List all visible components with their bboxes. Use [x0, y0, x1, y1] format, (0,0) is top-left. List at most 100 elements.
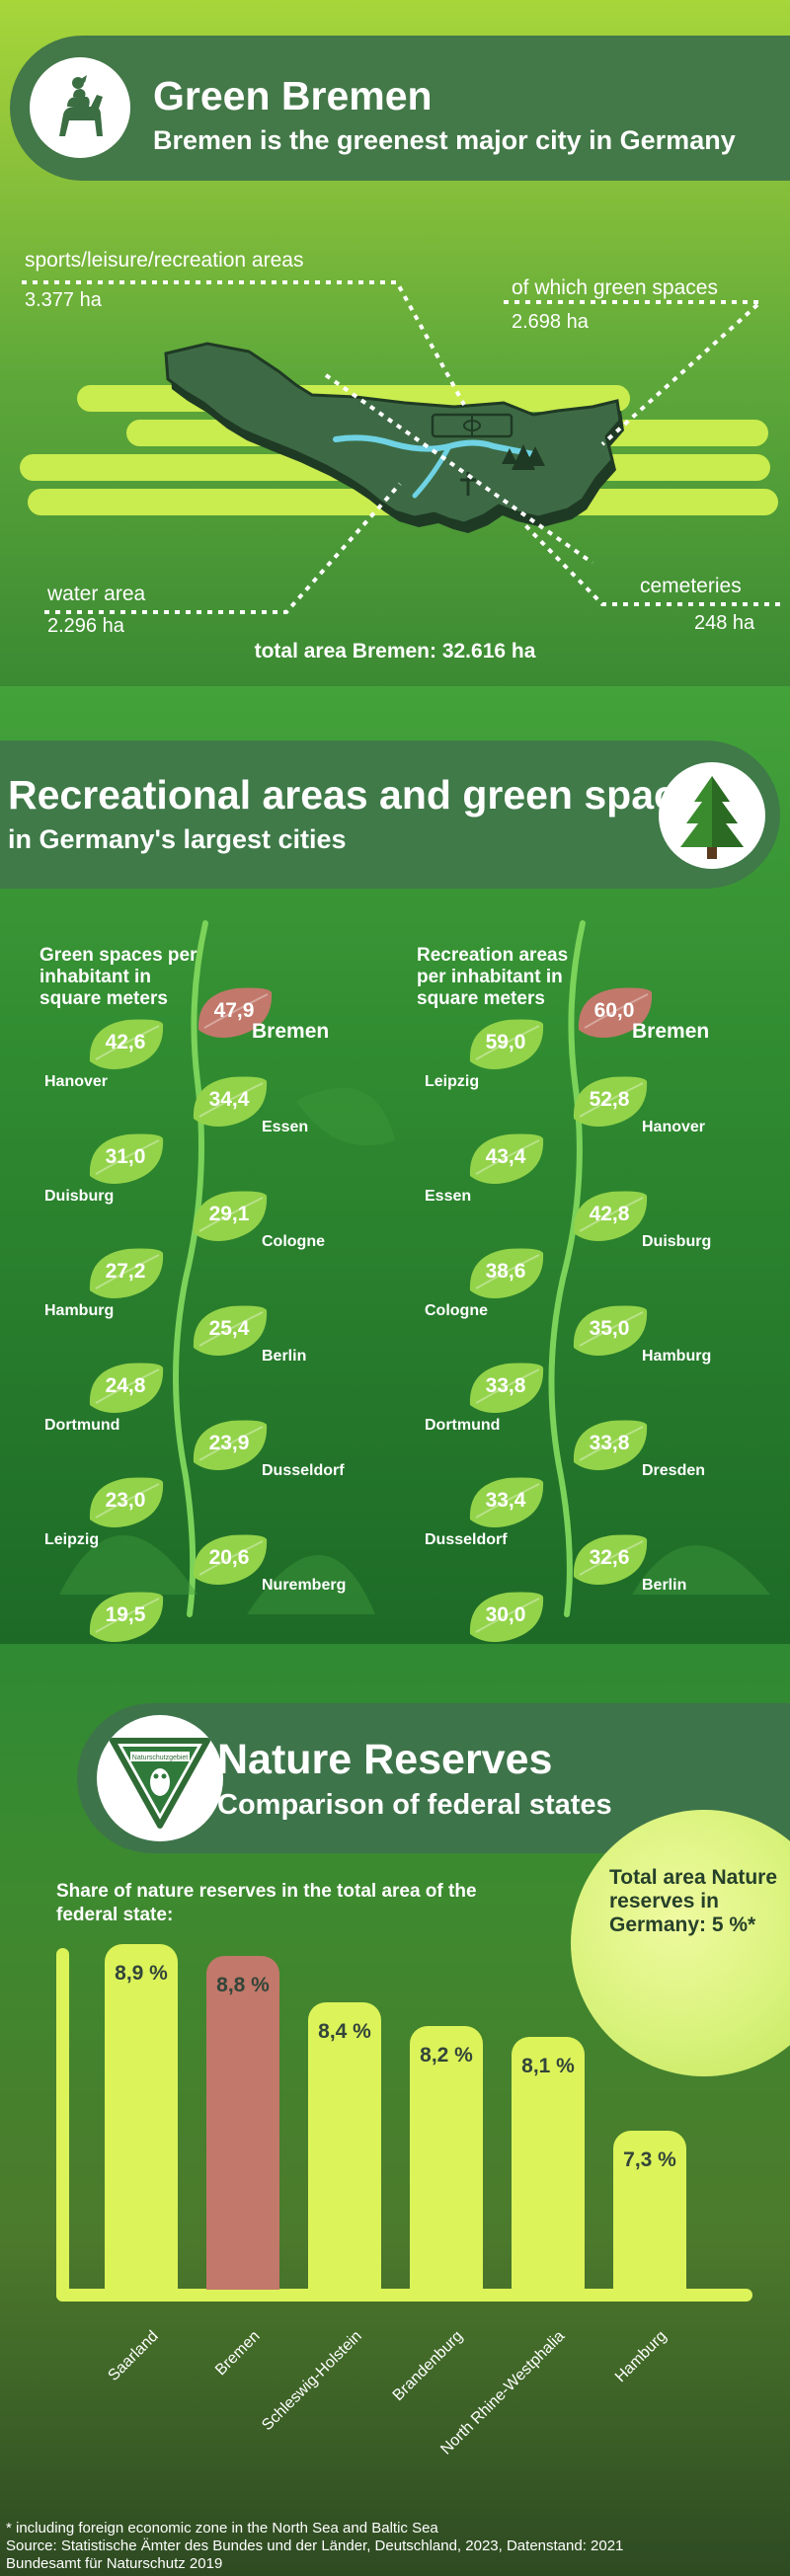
leaf-bar: 19,5	[84, 1587, 167, 1644]
bar	[308, 2002, 381, 2290]
city-label: Bremen	[252, 1020, 330, 1043]
city-label: Dresden	[642, 1462, 706, 1479]
bar	[105, 1944, 178, 2290]
bar-value-label: 8,4 %	[318, 2020, 371, 2043]
leaf-value: 31,0	[105, 1145, 146, 1168]
city-label: Cologne	[262, 1233, 325, 1250]
footnote-asterisk: * including foreign economic zone in the…	[6, 2520, 438, 2537]
vine-decoration	[59, 920, 770, 1617]
city-label: Essen	[262, 1119, 309, 1135]
city-label: Berlin	[642, 1577, 687, 1594]
x-tick-label: Brandenburg	[390, 2327, 467, 2405]
city-label: Bremen	[632, 1020, 710, 1043]
nature-subtitle: Comparison of federal states	[217, 1789, 612, 1821]
leaf-value: 30,0	[485, 1603, 526, 1626]
leaf-bar: 42,6	[84, 1014, 167, 1071]
city-label: Nuremberg	[262, 1577, 347, 1594]
x-tick-label: Hamburg	[612, 2327, 671, 2386]
leaf-value: 47,9	[213, 999, 255, 1022]
leaf-bar: 33,8	[568, 1415, 651, 1472]
leaf-value: 38,6	[485, 1260, 526, 1283]
leaf-value: 52,8	[589, 1088, 630, 1111]
footnote-source: Source: Statistische Ämter des Bundes un…	[6, 2537, 624, 2554]
city-label: Dusseldorf	[262, 1462, 345, 1479]
leaf-value: 42,8	[589, 1203, 630, 1225]
leaf-value: 43,4	[485, 1145, 526, 1168]
city-label: Leipzig	[425, 1073, 480, 1090]
sports-areas-value: 3.377 ha	[25, 289, 102, 311]
footnote: * including foreign economic zone in the…	[6, 2520, 786, 2573]
green-spaces-value: 2.698 ha	[512, 311, 589, 333]
bar	[512, 2037, 585, 2290]
leaf-value: 35,0	[589, 1317, 630, 1340]
page-subtitle: Bremen is the greenest major city in Ger…	[153, 125, 736, 155]
leaf-bar: 29,1	[188, 1186, 271, 1243]
water-area-label: water area	[47, 583, 146, 605]
bremen-map	[22, 280, 780, 614]
leaf-bar: 35,0	[568, 1300, 651, 1358]
leaf-value: 19,5	[105, 1603, 146, 1626]
leaf-value: 23,0	[105, 1489, 146, 1512]
nature-reserve-sign-icon: Naturschutzgebiet	[97, 1715, 223, 1841]
leaf-value: 23,9	[208, 1432, 250, 1454]
leaf-value: 42,6	[105, 1031, 146, 1054]
green-spaces-label: of which green spaces	[512, 276, 718, 299]
leaf-bar: 23,9	[188, 1415, 271, 1472]
leaf-bar: 23,0	[84, 1472, 167, 1529]
footnote-source-2: Bundesamt für Naturschutz 2019	[6, 2555, 223, 2572]
city-label: Essen	[425, 1188, 472, 1205]
recreation-areas-heading: Recreation areas per inhabitant in squar…	[417, 945, 569, 1009]
leaf-bar: 47,9	[193, 982, 276, 1040]
bar	[206, 1955, 279, 2290]
share-label: Share of nature reserves in the total ar…	[56, 1881, 477, 1925]
page-title: Green Bremen	[153, 73, 433, 118]
city-label: Hamburg	[44, 1302, 115, 1319]
leaf-bar: 32,6	[568, 1529, 651, 1587]
city-label: Dortmund	[425, 1417, 501, 1434]
recreation-title: Recreational areas and green spaces	[8, 772, 722, 818]
city-label: Duisburg	[44, 1188, 115, 1205]
leaf-value: 60,0	[593, 999, 635, 1022]
bar	[410, 2025, 483, 2290]
leaf-bar: 34,4	[188, 1071, 271, 1129]
bar-value-label: 8,2 %	[420, 2043, 473, 2067]
x-tick-label: Bremen	[212, 2327, 264, 2380]
germany-total-blob	[571, 1810, 790, 2076]
y-axis-line	[56, 1948, 69, 2302]
city-label: Dortmund	[44, 1417, 120, 1434]
bar-value-label: 7,3 %	[623, 2147, 676, 2171]
cemeteries-label: cemeteries	[640, 575, 742, 597]
leaf-bar: 27,2	[84, 1243, 167, 1300]
leaf-value: 33,4	[485, 1489, 526, 1512]
recreation-section: Recreational areas and green spaces in G…	[0, 686, 790, 1644]
leaf-value: 24,8	[105, 1374, 146, 1397]
sports-areas-label: sports/leisure/recreation areas	[25, 249, 304, 272]
city-label: Hamburg	[642, 1348, 712, 1365]
city-label: Dusseldorf	[425, 1531, 508, 1548]
germany-total-text: Total area Nature reserves in Germany: 5…	[609, 1866, 777, 1936]
leaf-value: 29,1	[208, 1203, 250, 1225]
leaf-bar: 30,0	[464, 1587, 547, 1644]
x-tick-label: Saarland	[105, 2327, 162, 2384]
bar	[613, 2130, 686, 2290]
sign-text: Naturschutzgebiet	[132, 1755, 188, 1761]
green-bremen-section: Green Bremen Bremen is the greenest majo…	[0, 0, 790, 686]
leaf-value: 33,8	[485, 1374, 526, 1397]
leaf-bar: 20,6	[188, 1529, 271, 1587]
recreation-banner	[0, 741, 780, 889]
total-area-text: total area Bremen: 32.616 ha	[254, 640, 536, 663]
leaf-bar: 25,4	[188, 1300, 271, 1358]
leaf-value: 32,6	[589, 1546, 630, 1569]
leaf-value: 20,6	[208, 1546, 250, 1569]
city-label: Hanover	[44, 1073, 109, 1090]
bar-value-label: 8,9 %	[115, 1962, 168, 1985]
leaf-bar: 59,0	[464, 1014, 547, 1071]
leaf-value: 33,8	[589, 1432, 630, 1454]
city-label: Duisburg	[642, 1233, 712, 1250]
city-label: Berlin	[262, 1348, 307, 1365]
leaf-value: 27,2	[105, 1260, 146, 1283]
nature-title: Nature Reserves	[217, 1736, 553, 1783]
leaf-bar: 24,8	[84, 1358, 167, 1415]
fir-tree-icon	[659, 762, 765, 869]
leaf-value: 59,0	[485, 1031, 526, 1054]
